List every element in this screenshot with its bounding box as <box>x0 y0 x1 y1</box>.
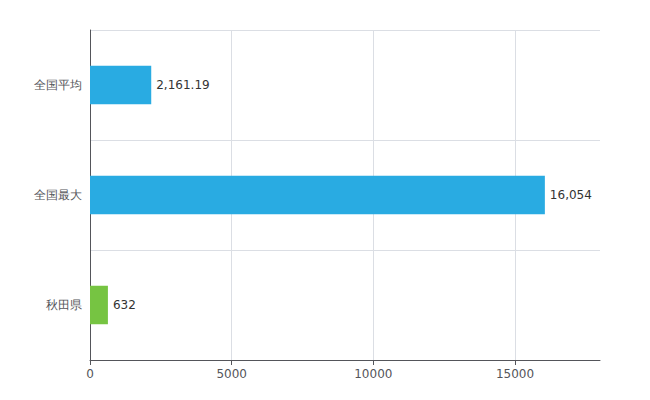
svg-text:5000: 5000 <box>216 367 247 381</box>
svg-text:16,054: 16,054 <box>550 188 592 202</box>
svg-text:10000: 10000 <box>354 367 392 381</box>
svg-text:0: 0 <box>86 367 94 381</box>
svg-text:15000: 15000 <box>496 367 534 381</box>
svg-text:全国平均: 全国平均 <box>34 78 82 92</box>
svg-text:秋田県: 秋田県 <box>46 298 82 312</box>
svg-text:632: 632 <box>113 298 136 312</box>
svg-text:全国最大: 全国最大 <box>34 188 82 202</box>
svg-text:2,161.19: 2,161.19 <box>156 78 209 92</box>
